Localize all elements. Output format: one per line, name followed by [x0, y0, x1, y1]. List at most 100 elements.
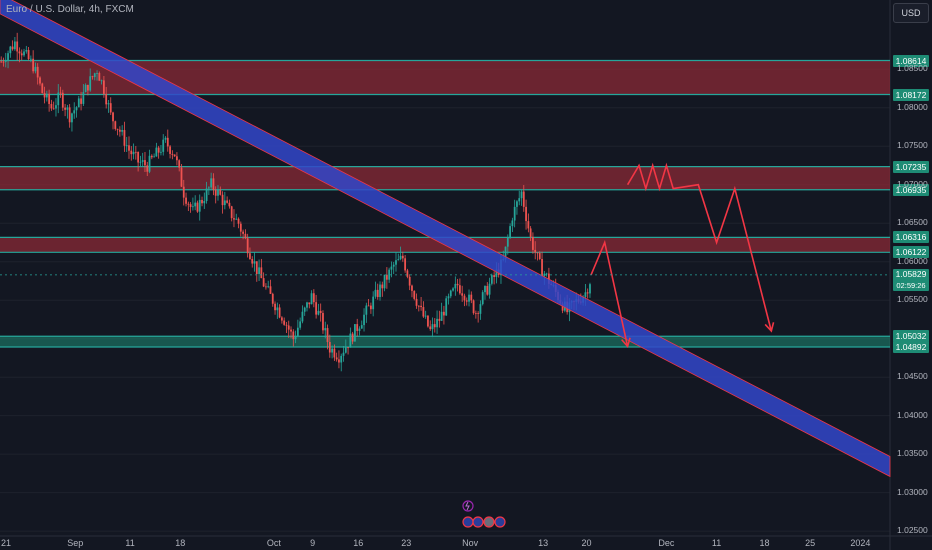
- candle: [303, 307, 306, 312]
- candle: [233, 218, 235, 220]
- candle: [516, 201, 518, 207]
- candle: [137, 151, 140, 163]
- price-tick-label: 1.04500: [897, 371, 928, 382]
- projection-path[interactable]: [626, 162, 773, 332]
- candle: [379, 284, 381, 298]
- candle: [509, 226, 511, 238]
- currency-selector[interactable]: USD: [893, 3, 929, 23]
- candle: [59, 92, 62, 94]
- price-tick-label: 1.05500: [897, 294, 928, 305]
- candle: [45, 93, 48, 98]
- candle: [262, 278, 265, 287]
- candle: [385, 274, 388, 280]
- candle: [294, 336, 297, 340]
- candle: [322, 313, 324, 331]
- candle: [242, 231, 244, 234]
- candle: [340, 355, 343, 363]
- candle: [25, 50, 28, 52]
- candle: [118, 129, 121, 132]
- price-tick-label: 1.08000: [897, 101, 928, 112]
- time-tick-label: 18: [175, 538, 186, 548]
- candle: [160, 151, 162, 153]
- candle: [296, 327, 299, 337]
- descending-trend-channel[interactable]: [0, 0, 891, 478]
- candle: [397, 259, 400, 261]
- candle: [109, 103, 112, 113]
- candle: [529, 228, 532, 237]
- candle: [139, 161, 142, 163]
- candle: [356, 324, 359, 331]
- candle: [253, 261, 256, 264]
- event-flag-icon[interactable]: [483, 516, 495, 528]
- candle: [522, 191, 525, 207]
- event-flag-icon[interactable]: [494, 516, 506, 528]
- candle: [312, 293, 315, 303]
- candle: [326, 328, 329, 343]
- candle: [292, 331, 295, 340]
- candle: [2, 61, 5, 63]
- candle: [71, 113, 73, 123]
- candle: [504, 246, 507, 260]
- candle: [214, 189, 217, 196]
- candle: [20, 53, 23, 56]
- time-tick-label: 16: [353, 538, 364, 548]
- candle: [454, 283, 457, 289]
- candle: [48, 93, 51, 104]
- candle: [230, 206, 233, 219]
- price-tick-label: 1.07000: [897, 178, 928, 189]
- candle: [338, 359, 340, 363]
- resistance-zone[interactable]: [0, 166, 890, 190]
- candle: [100, 80, 103, 82]
- candle: [532, 236, 534, 250]
- candle: [7, 53, 9, 62]
- candle: [299, 321, 302, 328]
- lightning-icon[interactable]: [462, 500, 474, 512]
- time-tick-label: 20: [581, 538, 592, 548]
- candle: [98, 73, 101, 81]
- candle: [116, 128, 119, 130]
- projection-path[interactable]: [590, 239, 629, 347]
- candle: [41, 83, 44, 94]
- time-tick-label: 13: [538, 538, 549, 548]
- event-flag-icon[interactable]: [462, 516, 474, 528]
- candle: [493, 275, 496, 277]
- time-tick-label: 25: [805, 538, 816, 548]
- candle: [68, 107, 71, 123]
- price-tick-label: 1.04000: [897, 409, 928, 420]
- candle: [96, 73, 98, 74]
- time-tick-label: Oct: [266, 538, 281, 548]
- candle: [244, 233, 247, 239]
- candle: [463, 295, 466, 301]
- candle: [132, 151, 135, 155]
- time-tick-label: 11: [711, 538, 722, 548]
- time-tick-label: 11: [125, 538, 135, 548]
- candle: [260, 267, 263, 279]
- candle: [18, 51, 21, 54]
- candle: [319, 310, 322, 314]
- candle: [545, 273, 548, 275]
- candle: [107, 103, 110, 105]
- support-zone[interactable]: [0, 336, 890, 348]
- candle: [351, 333, 354, 342]
- candle: [283, 320, 286, 325]
- candle: [141, 160, 144, 162]
- candle: [50, 103, 53, 109]
- candle: [80, 98, 82, 104]
- candle: [354, 324, 356, 342]
- candle: [13, 41, 16, 50]
- candle: [82, 92, 85, 104]
- candle: [376, 289, 379, 298]
- candle: [477, 313, 480, 314]
- candle: [447, 296, 450, 299]
- candle: [249, 253, 251, 259]
- candle: [422, 307, 425, 317]
- candle: [401, 255, 404, 259]
- candle: [344, 347, 347, 353]
- candle: [310, 293, 313, 305]
- candle: [52, 108, 55, 110]
- price-level-badge: 1.04892: [893, 341, 929, 354]
- bar-countdown: 02:59:26: [896, 280, 926, 290]
- event-flag-icon[interactable]: [472, 516, 484, 528]
- event-markers[interactable]: [462, 498, 514, 534]
